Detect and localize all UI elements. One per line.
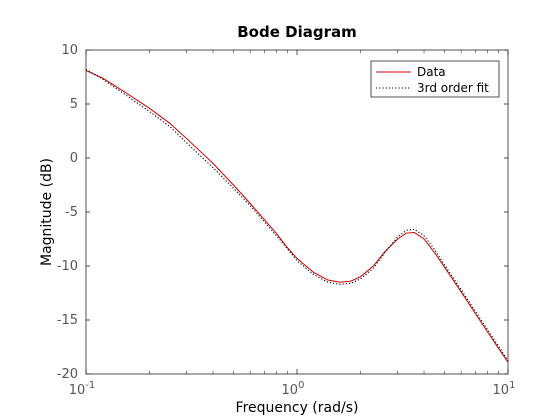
y-tick-label: 10 bbox=[61, 43, 78, 58]
y-tick-label: -10 bbox=[57, 259, 78, 274]
y-tick-label: -20 bbox=[57, 367, 78, 382]
legend-label: Data bbox=[417, 65, 446, 79]
legend: Data 3rd order fit bbox=[370, 60, 500, 98]
x-axis-label: Frequency (rad/s) bbox=[236, 400, 359, 416]
series-line-3rd-order-fit bbox=[85, 68, 509, 362]
y-tick-label: -15 bbox=[57, 313, 78, 328]
series-layer bbox=[85, 68, 509, 363]
chart-title: Bode Diagram bbox=[237, 23, 356, 41]
legend-label: 3rd order fit bbox=[417, 81, 489, 95]
x-tick-label: 100 bbox=[282, 380, 305, 398]
y-tick-label: 0 bbox=[70, 151, 78, 166]
y-axis-label: Magnitude (dB) bbox=[39, 158, 55, 266]
series-line-data bbox=[85, 70, 509, 363]
x-tick-label: 101 bbox=[493, 380, 516, 398]
y-tick-label: 5 bbox=[70, 97, 78, 112]
plot-area bbox=[85, 49, 509, 375]
y-tick-label: -5 bbox=[65, 205, 78, 220]
x-tick-label: 10-1 bbox=[69, 380, 96, 398]
legend-box bbox=[370, 60, 500, 98]
